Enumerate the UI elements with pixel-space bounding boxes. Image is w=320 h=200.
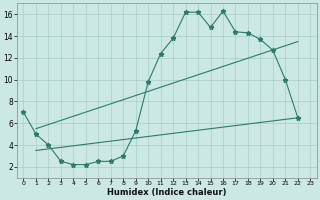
X-axis label: Humidex (Indice chaleur): Humidex (Indice chaleur) xyxy=(107,188,227,197)
